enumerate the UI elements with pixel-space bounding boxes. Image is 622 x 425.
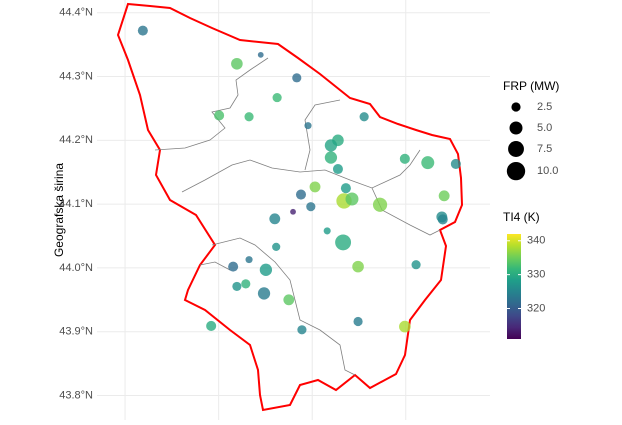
fire-point [292,73,302,83]
fire-point [324,151,338,164]
fire-point [399,320,411,333]
y-tick-label: 44.1°N [59,198,93,210]
y-tick-label: 43.9°N [59,326,93,338]
fire-point [257,287,271,300]
fire-point [245,256,253,264]
fire-point [323,227,331,235]
fire-point [295,189,307,200]
fire-point [340,183,351,194]
fire-point [244,112,254,122]
y-axis-label: Geografska širina [52,163,66,257]
colorbar [507,234,521,339]
fire-point [297,325,307,335]
size-legend-key [509,121,523,135]
y-tick-label: 44.0°N [59,262,93,274]
fire-point [241,279,251,289]
fire-point [232,281,242,291]
fire-point [306,202,316,212]
y-tick-label: 44.3°N [59,70,93,82]
size-legend-title: FRP (MW) [503,79,559,93]
fire-point [332,164,343,175]
fire-point [137,25,148,36]
fire-point [421,156,435,170]
fire-point [272,93,282,103]
fire-point [206,320,217,331]
fire-point [353,316,363,327]
color-legend-title: TI4 (K) [503,210,540,224]
fire-point [257,51,264,58]
fire-point [290,208,296,215]
fire-point [437,214,448,225]
fire-point [359,112,369,122]
size-legend-label: 7.5 [537,143,552,155]
fire-point [372,197,388,212]
fire-point [304,122,312,130]
size-legend-key [508,141,524,157]
size-legend-label: 5.0 [537,122,552,134]
fire-point [399,153,410,164]
fire-point [272,242,281,251]
fire-point [259,263,273,276]
colorbar-label: 340 [527,235,545,247]
fire-point [324,139,338,152]
size-legend-label: 10.0 [537,165,558,177]
region-border [116,2,464,412]
fire-point [345,192,359,206]
fire-point [228,261,239,272]
size-legend-key [506,161,526,181]
fire-point [231,57,243,70]
fire-point [352,260,364,273]
y-tick-label: 43.8°N [59,389,93,401]
fire-point [309,181,321,193]
fire-point [450,158,461,169]
y-tick-label: 44.2°N [59,134,93,146]
district-borders [154,57,441,376]
colorbar-label: 330 [527,269,545,281]
size-legend-key [511,102,521,112]
size-legend-label: 2.5 [537,101,552,113]
fire-point [269,213,281,225]
fire-point [283,294,295,306]
colorbar-label: 320 [527,302,545,314]
fire-point [438,190,450,202]
fire-point [335,234,352,251]
fire-point [214,110,225,121]
fire-point [411,260,421,270]
y-tick-label: 44.4°N [59,7,93,19]
